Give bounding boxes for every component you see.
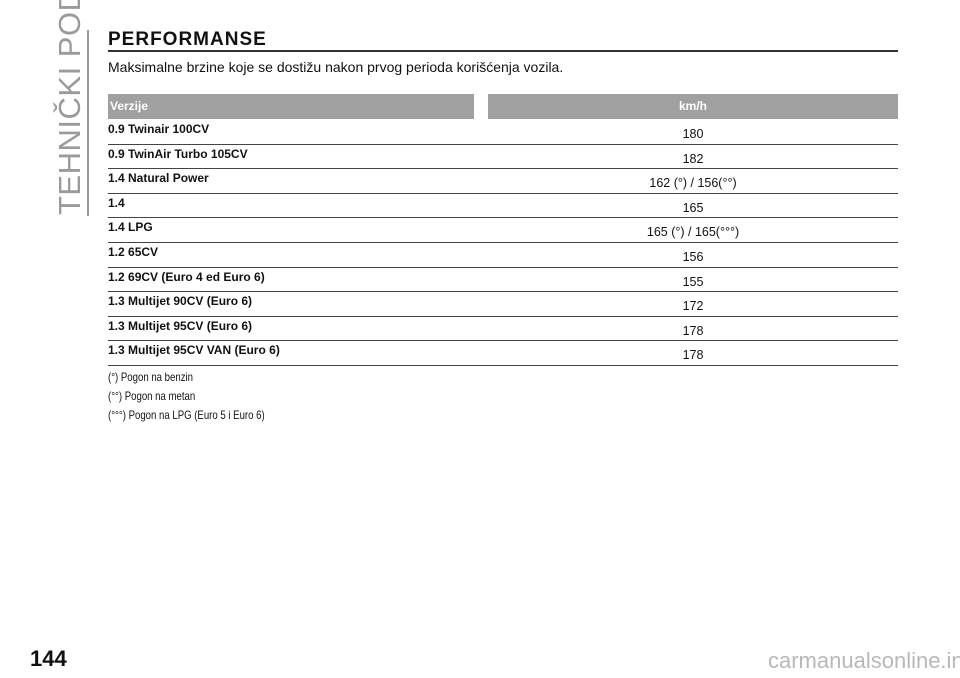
speed-cell: 172 — [682, 299, 704, 314]
table-row: 1.3 Multijet 95CV VAN (Euro 6) 178 — [108, 340, 898, 366]
table-row: 1.4 165 — [108, 193, 898, 219]
speed-cell: 156 — [682, 250, 704, 264]
version-cell: 1.4 LPG — [108, 220, 153, 235]
table-row: 1.4 LPG 165 (°) / 165(°°°) — [108, 217, 898, 243]
version-cell: 0.9 TwinAir Turbo 105CV — [108, 146, 248, 161]
title: PERFORMANSE — [108, 29, 267, 50]
table-row: 0.9 TwinAir Turbo 105CV 182 — [108, 144, 898, 170]
version-cell: 0.9 Twinair 100CV — [108, 122, 210, 136]
title-rule — [108, 50, 898, 52]
version-cell: 1.4 Natural Power — [108, 171, 209, 186]
speed-cell: 162 (°) / 156(°°) — [649, 176, 737, 191]
version-cell: 1.3 Multijet 95CV (Euro 6) — [108, 318, 253, 333]
table-row: 0.9 Twinair 100CV 180 — [108, 119, 898, 145]
table-row: 1.3 Multijet 90CV (Euro 6) 172 — [108, 291, 898, 317]
footnote: (°) Pogon na benzin — [108, 370, 193, 384]
header-cell: Verzije — [108, 94, 474, 119]
table-row: 1.2 65CV 156 — [108, 242, 898, 268]
watermark: carmanualsonline.info — [768, 648, 960, 673]
version-cell: 1.4 — [108, 195, 125, 210]
speed-cell: 178 — [682, 323, 704, 338]
side-rule — [87, 30, 89, 216]
version-cell: 1.2 69CV (Euro 4 ed Euro 6) — [108, 269, 265, 284]
header-cell: km/h — [488, 94, 898, 119]
speed-cell: 180 — [682, 127, 704, 141]
speed-cell: 165 (°) / 165(°°°) — [646, 225, 740, 240]
version-cell: 1.2 65CV — [108, 245, 159, 259]
table-row: 1.4 Natural Power 162 (°) / 156(°°) — [108, 168, 898, 194]
speed-cell: 182 — [682, 151, 704, 166]
version-cell: 1.3 Multijet 95CV VAN (Euro 6) — [108, 343, 280, 358]
page-number: 144 — [30, 646, 67, 671]
table-row: 1.3 Multijet 95CV (Euro 6) 178 — [108, 316, 898, 342]
footnote: (°°) Pogon na metan — [108, 389, 196, 403]
table-row: 1.2 69CV (Euro 4 ed Euro 6) 155 — [108, 267, 898, 293]
speed-cell: 178 — [682, 348, 704, 363]
speed-cell: 155 — [682, 274, 704, 289]
footnote: (°°°) Pogon na LPG (Euro 5 i Euro 6) — [108, 408, 265, 422]
speed-cell: 165 — [682, 200, 704, 215]
side-label: TEHNIČKI PODACI — [52, 0, 87, 215]
version-cell: 1.3 Multijet 90CV (Euro 6) — [108, 294, 253, 309]
subtitle: Maksimalne brzine koje se dostižu nakon … — [108, 59, 564, 75]
